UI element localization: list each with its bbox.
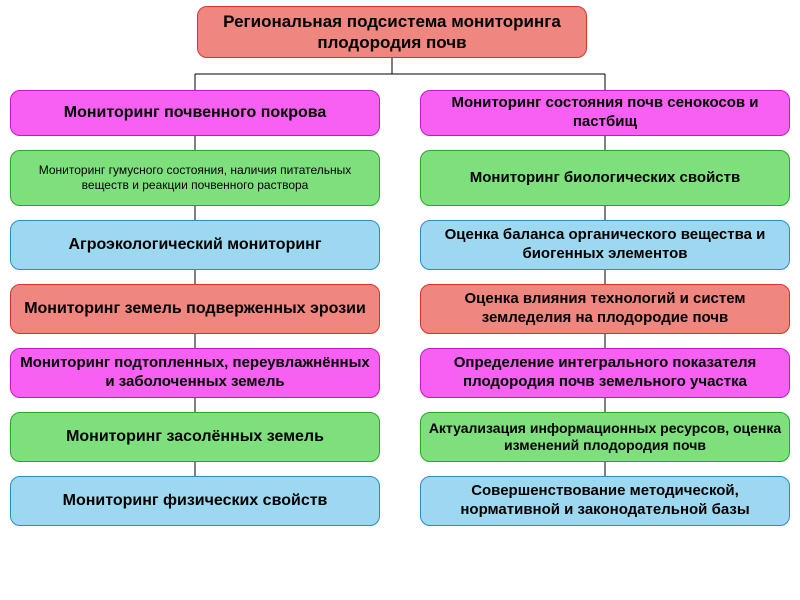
node-l1: Мониторинг гумусного состояния, наличия … xyxy=(10,150,380,206)
node-l3: Мониторинг земель подверженных эрозии xyxy=(10,284,380,334)
node-r6: Совершенствование методической, норматив… xyxy=(420,476,790,526)
node-l2: Агроэкологический мониторинг xyxy=(10,220,380,270)
node-r5: Актуализация информационных ресурсов, оц… xyxy=(420,412,790,462)
node-l4: Мониторинг подтопленных, переувлажнённых… xyxy=(10,348,380,398)
node-root: Региональная подсистема мониторинга плод… xyxy=(197,6,587,58)
node-r1: Мониторинг биологических свойств xyxy=(420,150,790,206)
node-r0: Мониторинг состояния почв сенокосов и па… xyxy=(420,90,790,136)
node-l5: Мониторинг засолённых земель xyxy=(10,412,380,462)
node-l6: Мониторинг физических свойств xyxy=(10,476,380,526)
node-l0: Мониторинг почвенного покрова xyxy=(10,90,380,136)
node-r2: Оценка баланса органического вещества и … xyxy=(420,220,790,270)
node-r4: Определение интегрального показателя пло… xyxy=(420,348,790,398)
node-r3: Оценка влияния технологий и систем земле… xyxy=(420,284,790,334)
